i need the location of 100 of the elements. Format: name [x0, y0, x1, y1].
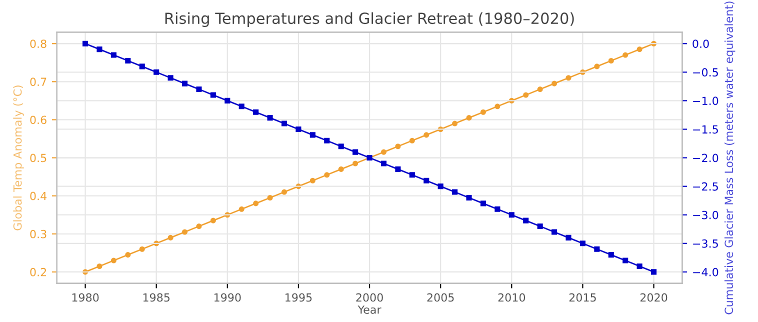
point	[224, 98, 230, 104]
point	[424, 132, 430, 138]
point	[253, 109, 259, 115]
point	[139, 246, 145, 252]
point	[580, 240, 586, 246]
y2-tick-label: −3.5	[693, 239, 718, 248]
point	[608, 58, 614, 64]
y-tick-label: 0.4	[30, 192, 47, 200]
point	[281, 120, 288, 126]
x-axis-title: Year	[358, 306, 382, 314]
point	[238, 104, 244, 110]
point	[409, 172, 415, 178]
point	[480, 109, 486, 115]
point	[324, 138, 330, 144]
point	[409, 138, 415, 144]
point	[622, 52, 628, 58]
point	[438, 184, 444, 190]
point	[380, 149, 387, 155]
y-tick-label: 0.7	[30, 78, 46, 86]
y2-tick-label: −4.0	[693, 268, 718, 276]
y2-tick-label: −3.0	[693, 210, 718, 220]
y2-tick-label: 0.0	[692, 40, 709, 48]
point	[210, 92, 216, 98]
y-tick-label: 0.2	[30, 268, 46, 276]
point	[452, 120, 458, 126]
point	[168, 234, 174, 240]
y2-tick-label: −2.5	[693, 182, 718, 191]
point	[296, 126, 302, 132]
point	[566, 75, 572, 81]
x-tick-label: 2005	[427, 293, 454, 302]
point	[523, 218, 529, 224]
y-tick-label: 0.5	[30, 154, 46, 162]
point	[310, 132, 316, 138]
x-tick-label: 1980	[72, 293, 99, 302]
point	[594, 64, 600, 70]
point	[338, 144, 344, 150]
point	[110, 52, 116, 58]
point	[196, 224, 202, 230]
x-tick-label: 2000	[356, 293, 383, 302]
point	[196, 86, 202, 92]
point	[139, 64, 145, 70]
point	[238, 206, 244, 212]
point	[594, 246, 600, 252]
point	[466, 194, 472, 201]
y2-tick-label: −0.5	[693, 68, 718, 77]
x-tick-label: 1995	[286, 293, 312, 302]
y-tick-label: 0.3	[30, 230, 46, 238]
x-tick-label: 1985	[143, 293, 170, 302]
point	[154, 69, 160, 75]
y2-tick-label: −1.5	[693, 125, 718, 134]
point	[537, 224, 543, 230]
point	[650, 269, 657, 275]
point	[182, 229, 188, 235]
x-tick-label: 2010	[498, 293, 526, 302]
point	[380, 160, 387, 166]
point	[352, 149, 358, 155]
y-tick-label: 0.6	[30, 116, 46, 124]
y2-axis-title: Cumulative Glacier Mass Loss (meters water equivalent)	[724, 2, 736, 314]
point	[395, 144, 401, 150]
point	[267, 194, 273, 201]
point	[125, 58, 131, 64]
point	[96, 46, 102, 52]
point	[480, 200, 486, 206]
chart-title: Rising Temperatures and Glacier Retreat (1980–2020)	[165, 12, 574, 28]
point	[182, 80, 188, 86]
point	[523, 92, 529, 98]
y-axis-title: Global Temp Anomaly (°C)	[13, 86, 24, 230]
point	[552, 229, 558, 235]
point	[494, 104, 500, 110]
point	[96, 263, 102, 270]
point	[622, 258, 628, 264]
point	[466, 115, 472, 121]
point	[338, 166, 344, 172]
point	[168, 75, 174, 81]
point	[552, 80, 558, 86]
point	[424, 178, 430, 184]
point	[210, 218, 216, 224]
y2-tick-label: −1.0	[693, 96, 718, 106]
point	[508, 212, 514, 218]
point	[310, 178, 316, 184]
point	[125, 252, 131, 258]
point	[82, 40, 88, 46]
point	[395, 166, 401, 172]
point	[566, 234, 572, 240]
point	[494, 206, 500, 212]
y2-tick-label: −2.0	[693, 154, 718, 162]
point	[537, 86, 543, 92]
point	[267, 115, 273, 121]
point	[636, 46, 642, 52]
y-tick-label: 0.8	[30, 40, 46, 48]
x-tick-label: 2015	[569, 293, 596, 302]
point	[324, 172, 330, 178]
point	[110, 258, 116, 264]
x-tick-label: 2020	[640, 293, 668, 302]
point	[253, 200, 259, 206]
point	[608, 252, 614, 258]
point	[452, 189, 458, 195]
x-tick-label: 1990	[214, 293, 241, 302]
point	[281, 189, 288, 195]
point	[352, 160, 358, 166]
